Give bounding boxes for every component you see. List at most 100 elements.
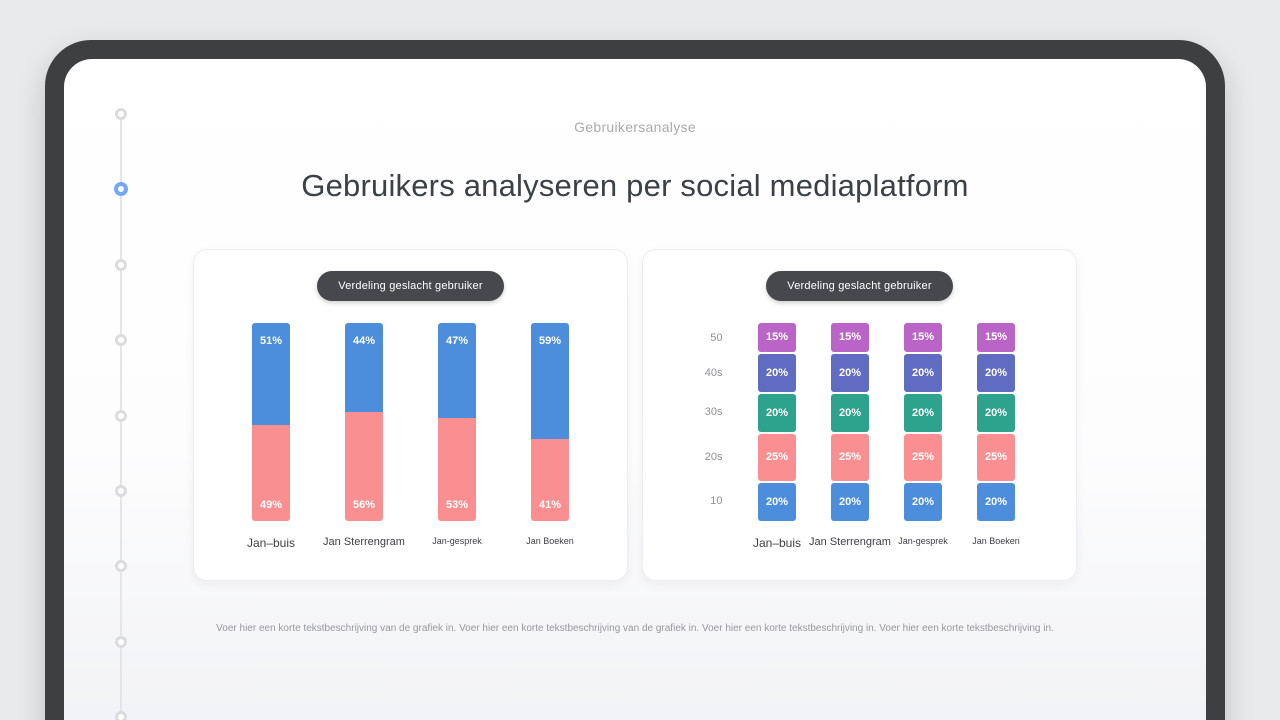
bar-segment: 44% (345, 323, 383, 413)
stacked-bar: 59% 41% (531, 323, 569, 521)
bar-segment: 25% (758, 433, 796, 481)
bar-segment: 53% (438, 417, 476, 521)
bar-value-label: 59% (538, 335, 562, 347)
timeline-dot[interactable] (115, 108, 127, 120)
bar-column: 15% 20% 20% 25% 20% Jan–buis (741, 323, 814, 550)
category-label: Jan-gesprek (432, 536, 482, 546)
timeline-dot[interactable] (115, 711, 127, 720)
bar-value-label: 49% (259, 499, 283, 511)
y-axis-tick-label: 50 (710, 331, 723, 344)
bar-segment: 59% (531, 323, 569, 439)
stacked-bar: 51% 49% (252, 323, 290, 521)
bar-segment: 20% (977, 483, 1015, 521)
bar-column: 15% 20% 20% 25% 20% Jan Boeken (960, 323, 1033, 550)
bar-value-label: 56% (352, 499, 376, 511)
bar-value-label: 15% (838, 331, 862, 344)
bar-segment: 20% (831, 393, 869, 432)
stacked-bar: 15% 20% 20% 25% 20% (977, 323, 1015, 521)
bar-column: 44% 56% Jan Sterrengram (318, 323, 411, 550)
bar-segment: 20% (758, 393, 796, 432)
bar-segment: 25% (977, 433, 1015, 481)
stacked-bar: 15% 20% 20% 25% 20% (758, 323, 796, 521)
chart-card-age: Verdeling geslacht gebruiker 50 40s 30s 20s… (642, 249, 1077, 581)
timeline-dot[interactable] (115, 334, 127, 347)
bar-value-label: 51% (259, 335, 283, 347)
bar-value-label: 20% (984, 406, 1008, 419)
bar-segment: 20% (758, 353, 796, 392)
timeline-dot[interactable] (115, 258, 127, 271)
bar-segment: 56% (345, 412, 383, 521)
bar-column: 47% 53% Jan-gesprek (411, 323, 504, 550)
bar-value-label: 20% (765, 366, 789, 379)
category-label: Jan Sterrengram (809, 536, 891, 548)
slide-frame: Gebruikersanalyse Gebruikers analyseren … (45, 40, 1225, 720)
timeline-dot[interactable] (115, 635, 127, 648)
bar-segment: 15% (831, 323, 869, 352)
stacked-bar-chart-age: 50 40s 30s 20s 10 15% 20% 20% 25% 20% Jan–buis 15% 2… (643, 323, 1076, 550)
bar-value-label: 44% (352, 335, 376, 347)
bar-column: 51% 49% Jan–buis (225, 323, 318, 550)
bar-value-label: 20% (838, 406, 862, 419)
category-label: Jan Sterrengram (323, 536, 405, 548)
bar-segment: 25% (904, 433, 942, 481)
slide-title: Gebruikers analyseren per social mediapl… (301, 168, 969, 203)
timeline-dot[interactable] (115, 560, 127, 573)
bar-segment: 20% (758, 483, 796, 521)
y-axis-tick-label: 10 (710, 495, 723, 508)
stacked-bar: 15% 20% 20% 25% 20% (831, 323, 869, 521)
bar-segment: 20% (977, 353, 1015, 392)
stacked-bar: 47% 53% (438, 323, 476, 521)
bar-value-label: 15% (911, 331, 935, 344)
stacked-bar: 44% 56% (345, 323, 383, 521)
slide-progress-rail (111, 59, 131, 720)
category-label: Jan–buis (752, 536, 802, 550)
bar-column: 15% 20% 20% 25% 20% Jan-gesprek (887, 323, 960, 550)
bar-segment: 51% (252, 323, 290, 425)
chart-card-gender: Verdeling geslacht gebruiker 51% 49% Jan–b… (193, 249, 628, 581)
bar-value-label: 15% (765, 331, 789, 344)
timeline-dot[interactable] (115, 485, 127, 497)
stacked-bar: 15% 20% 20% 25% 20% (904, 323, 942, 521)
bar-value-label: 53% (445, 499, 469, 511)
bar-value-label: 20% (911, 496, 935, 508)
bar-value-label: 20% (911, 406, 935, 419)
bar-value-label: 20% (911, 366, 935, 379)
bar-value-label: 20% (984, 366, 1008, 379)
bar-value-label: 20% (838, 496, 862, 508)
bar-segment: 20% (831, 353, 869, 392)
bar-value-label: 41% (538, 499, 562, 511)
timeline-dot[interactable] (115, 409, 127, 422)
bar-segment: 20% (904, 483, 942, 521)
bar-value-label: 15% (984, 331, 1008, 344)
category-label: Jan Boeken (972, 536, 1020, 546)
bar-value-label: 20% (765, 496, 789, 508)
slide-kicker: Gebruikersanalyse (574, 119, 696, 135)
bar-value-label: 25% (984, 451, 1008, 464)
y-axis-tick-label: 20s (704, 450, 723, 463)
slide-canvas: Gebruikersanalyse Gebruikers analyseren … (64, 59, 1206, 720)
bar-segment: 20% (831, 483, 869, 521)
bar-column: 59% 41% Jan Boeken (504, 323, 597, 550)
bar-value-label: 25% (911, 451, 935, 464)
bar-column: 15% 20% 20% 25% 20% Jan Sterrengram (809, 323, 891, 550)
bar-value-label: 20% (765, 406, 789, 419)
bar-segment: 20% (977, 393, 1015, 432)
y-axis: 50 40s 30s 20s 10 (687, 323, 723, 521)
slide-caption: Voer hier een korte tekstbeschrijving va… (216, 623, 1054, 634)
chart-title-pill: Verdeling geslacht gebruiker (766, 271, 953, 301)
bar-segment: 25% (831, 433, 869, 481)
y-axis-tick-label: 30s (704, 406, 723, 419)
bar-segment: 47% (438, 323, 476, 418)
timeline-dot-active[interactable] (114, 182, 128, 197)
category-label: Jan–buis (246, 536, 296, 550)
bar-segment: 20% (904, 393, 942, 432)
chart-title-pill: Verdeling geslacht gebruiker (317, 271, 504, 301)
bar-value-label: 20% (838, 366, 862, 379)
bar-value-label: 47% (445, 335, 469, 347)
bar-segment: 41% (531, 438, 569, 521)
bar-segment: 15% (758, 323, 796, 352)
stacked-bar-chart-gender: 51% 49% Jan–buis 44% 56% Jan Sterrengram 47% 53… (194, 323, 627, 550)
bar-segment: 15% (977, 323, 1015, 352)
slide-content: Gebruikersanalyse Gebruikers analyseren … (64, 59, 1206, 720)
